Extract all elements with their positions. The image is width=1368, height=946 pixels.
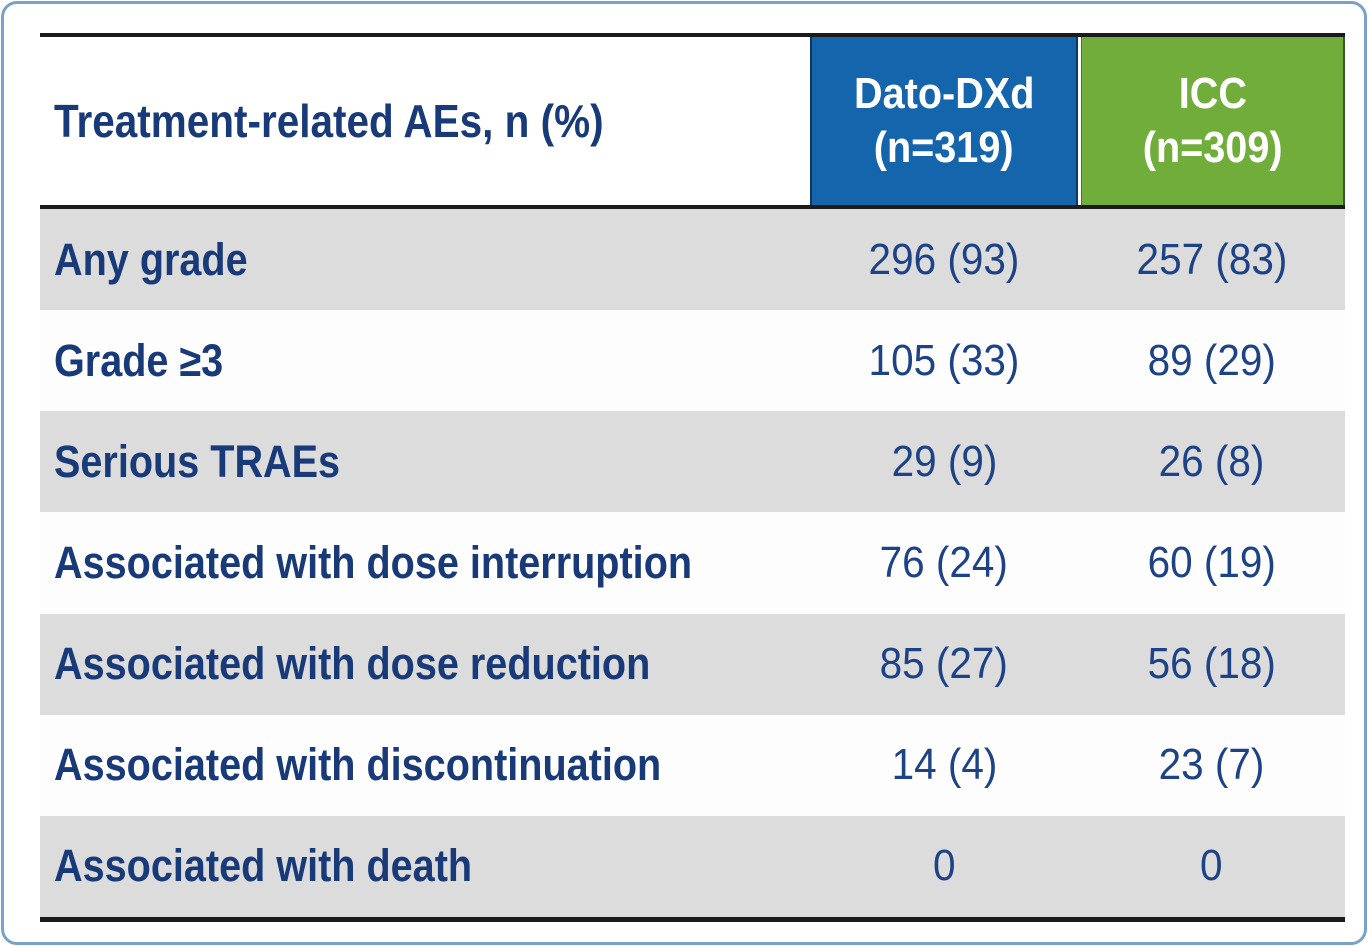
table-body: Any grade 296 (93) 257 (83) Grade ≥3 105… xyxy=(40,209,1345,917)
value-cell-icc: 26 (8) xyxy=(1078,437,1345,487)
row-label: Grade ≥3 xyxy=(40,335,810,387)
value-text: 257 (83) xyxy=(1136,234,1287,284)
column-header-dato-dxd: Dato-DXd (n=319) xyxy=(810,37,1078,205)
value-cell-icc: 0 xyxy=(1078,841,1345,891)
value-text: 29 (9) xyxy=(891,436,997,486)
table-header-row: Treatment-related AEs, n (%) Dato-DXd (n… xyxy=(40,37,1345,209)
column-header-icc: ICC (n=309) xyxy=(1081,37,1345,205)
row-label-text: Associated with dose interruption xyxy=(54,536,693,588)
row-label-text: Associated with dose reduction xyxy=(54,638,651,690)
value-text: 89 (29) xyxy=(1147,335,1276,385)
value-text: 105 (33) xyxy=(868,335,1020,385)
row-label: Associated with discontinuation xyxy=(40,739,810,791)
treatment-related-aes-table: Treatment-related AEs, n (%) Dato-DXd (n… xyxy=(40,33,1345,922)
table-row-serious-traes: Serious TRAEs 29 (9) 26 (8) xyxy=(40,411,1345,513)
row-label-text: Associated with discontinuation xyxy=(54,739,662,791)
value-text: 26 (8) xyxy=(1158,436,1265,486)
value-text: 296 (93) xyxy=(868,234,1020,284)
table-title-cell: Treatment-related AEs, n (%) xyxy=(40,37,810,205)
column-header-icc-n: (n=309) xyxy=(1142,123,1283,172)
value-cell-icc: 257 (83) xyxy=(1078,235,1345,285)
row-label: Any grade xyxy=(40,234,810,286)
row-label-text: Any grade xyxy=(54,233,248,285)
value-cell-icc: 89 (29) xyxy=(1078,336,1345,386)
value-text: 85 (27) xyxy=(879,639,1009,689)
table-row-dose-reduction: Associated with dose reduction 85 (27) 5… xyxy=(40,613,1345,715)
value-cell-dato-dxd: 14 (4) xyxy=(810,740,1078,790)
value-cell-dato-dxd: 105 (33) xyxy=(810,336,1078,386)
value-cell-dato-dxd: 0 xyxy=(810,841,1078,891)
value-cell-icc: 56 (18) xyxy=(1078,639,1345,689)
value-cell-icc: 23 (7) xyxy=(1078,740,1345,790)
value-text: 76 (24) xyxy=(879,537,1009,587)
value-cell-dato-dxd: 85 (27) xyxy=(810,639,1078,689)
value-text: 23 (7) xyxy=(1158,740,1265,790)
row-label: Associated with death xyxy=(40,840,810,892)
row-label: Associated with dose reduction xyxy=(40,638,810,690)
value-text: 0 xyxy=(1200,841,1223,891)
table-row-any-grade: Any grade 296 (93) 257 (83) xyxy=(40,209,1345,311)
value-text: 14 (4) xyxy=(891,740,997,790)
row-label-text: Associated with death xyxy=(54,840,473,892)
row-label-text: Serious TRAEs xyxy=(54,435,341,487)
row-label: Associated with dose interruption xyxy=(40,537,810,589)
row-label-text: Grade ≥3 xyxy=(54,334,224,386)
column-header-dato-dxd-name: Dato-DXd xyxy=(853,69,1035,119)
table-row-discontinuation: Associated with discontinuation 14 (4) 2… xyxy=(40,714,1345,816)
row-label: Serious TRAEs xyxy=(40,436,810,488)
value-text: 0 xyxy=(932,841,956,891)
table-title: Treatment-related AEs, n (%) xyxy=(54,95,604,147)
value-cell-icc: 60 (19) xyxy=(1078,538,1345,588)
table-row-death: Associated with death 0 0 xyxy=(40,815,1345,917)
value-cell-dato-dxd: 29 (9) xyxy=(810,437,1078,487)
column-header-dato-dxd-n: (n=319) xyxy=(874,123,1014,172)
table-row-dose-interruption: Associated with dose interruption 76 (24… xyxy=(40,512,1345,614)
value-text: 56 (18) xyxy=(1147,639,1276,689)
value-cell-dato-dxd: 296 (93) xyxy=(810,235,1078,285)
value-cell-dato-dxd: 76 (24) xyxy=(810,538,1078,588)
value-text: 60 (19) xyxy=(1147,537,1276,587)
table-row-grade-ge3: Grade ≥3 105 (33) 89 (29) xyxy=(40,310,1345,412)
column-header-icc-name: ICC xyxy=(1178,69,1247,119)
